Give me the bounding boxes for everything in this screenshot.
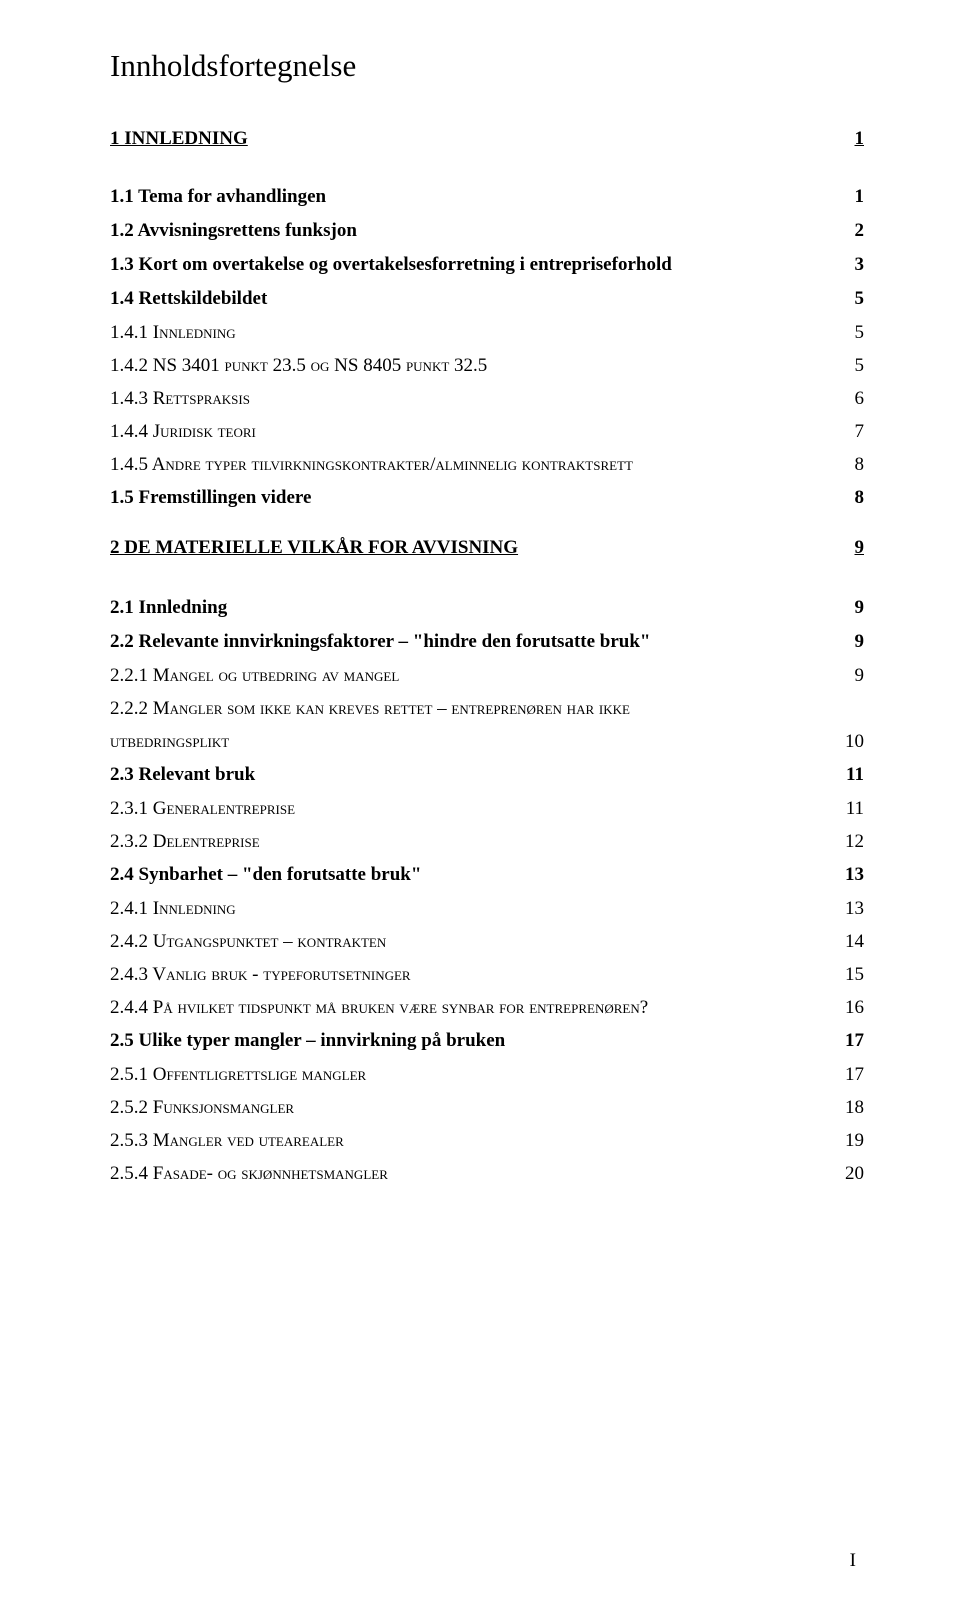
toc-entry-label: 1.1 Tema for avhandlingen (110, 186, 855, 208)
toc-entry-page: 9 (855, 665, 865, 687)
toc-entry-page: 16 (845, 997, 864, 1019)
toc-container: 1 INNLEDNING11.1 Tema for avhandlingen11… (110, 128, 864, 1185)
toc-row: 2.2.1 Mangel og utbedring av mangel9 (110, 665, 864, 687)
toc-entry-page: 18 (845, 1097, 864, 1119)
toc-entry-label: 1.5 Fremstillingen videre (110, 487, 855, 509)
toc-row: 2.2.2 Mangler som ikke kan kreves rettet… (110, 698, 864, 720)
toc-entry-page: 15 (845, 964, 864, 986)
toc-entry-label: 1.4.5 Andre typer tilvirkningskontrakter… (110, 454, 855, 476)
toc-entry-page: 8 (855, 487, 865, 509)
toc-entry-label: 2.4 Synbarhet – "den forutsatte bruk" (110, 864, 845, 886)
toc-row: 1.3 Kort om overtakelse og overtakelsesf… (110, 254, 864, 276)
toc-entry-label: 2.5.2 Funksjonsmangler (110, 1097, 845, 1119)
toc-entry-page: 5 (855, 355, 865, 377)
toc-row: 1.1 Tema for avhandlingen1 (110, 186, 864, 208)
toc-entry-page: 6 (855, 388, 865, 410)
toc-entry-label: 2.4.1 Innledning (110, 898, 845, 920)
toc-entry-page: 1 (855, 128, 865, 150)
toc-entry-label: 2.4.3 Vanlig bruk - typeforutsetninger (110, 964, 845, 986)
toc-entry-label: 2.1 Innledning (110, 597, 855, 619)
toc-entry-page: 11 (846, 764, 864, 786)
toc-row: utbedringsplikt10 (110, 731, 864, 753)
toc-entry-label: 2 DE MATERIELLE VILKÅR FOR AVVISNING (110, 537, 855, 559)
toc-row: 2.5 Ulike typer mangler – innvirkning på… (110, 1030, 864, 1052)
toc-entry-label: 1.4.2 NS 3401 punkt 23.5 og NS 8405 punk… (110, 355, 855, 377)
toc-row: 1.4.3 Rettspraksis6 (110, 388, 864, 410)
toc-entry-label: 1.4 Rettskildebildet (110, 288, 855, 310)
toc-entry-label: 1.4.1 Innledning (110, 322, 855, 344)
toc-row: 1.5 Fremstillingen videre8 (110, 487, 864, 509)
toc-entry-label: 1.4.3 Rettspraksis (110, 388, 855, 410)
toc-entry-label: 1 INNLEDNING (110, 128, 855, 150)
toc-entry-label: 2.3.1 Generalentreprise (110, 798, 846, 820)
toc-entry-label: 2.5 Ulike typer mangler – innvirkning på… (110, 1030, 845, 1052)
toc-entry-label: 2.2 Relevante innvirkningsfaktorer – "hi… (110, 631, 855, 653)
page-title: Innholdsfortegnelse (110, 48, 864, 84)
toc-entry-label: 1.4.4 Juridisk teori (110, 421, 855, 443)
toc-entry-label: 2.3 Relevant bruk (110, 764, 846, 786)
toc-entry-page: 9 (855, 597, 865, 619)
toc-entry-label: 2.4.4 På hvilket tidspunkt må bruken vær… (110, 997, 845, 1019)
toc-entry-page: 5 (855, 322, 865, 344)
toc-row: 1.4.1 Innledning5 (110, 322, 864, 344)
toc-entry-page: 8 (855, 454, 865, 476)
toc-entry-page: 19 (845, 1130, 864, 1152)
toc-row: 2.1 Innledning9 (110, 597, 864, 619)
toc-entry-label: 1.3 Kort om overtakelse og overtakelsesf… (110, 254, 855, 276)
toc-entry-page: 9 (855, 631, 865, 653)
toc-entry-label: 2.5.3 Mangler ved utearealer (110, 1130, 845, 1152)
toc-row: 1.4.4 Juridisk teori7 (110, 421, 864, 443)
toc-entry-label: 1.2 Avvisningsrettens funksjon (110, 220, 855, 242)
toc-entry-label: 2.3.2 Delentreprise (110, 831, 845, 853)
toc-entry-label: 2.2.1 Mangel og utbedring av mangel (110, 665, 855, 687)
toc-entry-page: 3 (855, 254, 865, 276)
toc-entry-label: 2.5.4 Fasade- og skjønnhetsmangler (110, 1163, 845, 1185)
toc-entry-page: 11 (846, 798, 864, 820)
toc-entry-page: 17 (845, 1064, 864, 1086)
toc-entry-page: 17 (845, 1030, 864, 1052)
toc-row: 2.4.2 Utgangspunktet – kontrakten14 (110, 931, 864, 953)
toc-row: 2.3 Relevant bruk11 (110, 764, 864, 786)
toc-row: 2.4.4 På hvilket tidspunkt må bruken vær… (110, 997, 864, 1019)
toc-row: 2.5.4 Fasade- og skjønnhetsmangler20 (110, 1163, 864, 1185)
page-number-footer: I (850, 1550, 856, 1572)
toc-entry-page: 2 (855, 220, 865, 242)
toc-row: 2.5.1 Offentligrettslige mangler17 (110, 1064, 864, 1086)
toc-row: 2.2 Relevante innvirkningsfaktorer – "hi… (110, 631, 864, 653)
toc-row: 2.4.3 Vanlig bruk - typeforutsetninger15 (110, 964, 864, 986)
toc-row: 2 DE MATERIELLE VILKÅR FOR AVVISNING9 (110, 537, 864, 559)
toc-row: 2.5.3 Mangler ved utearealer19 (110, 1130, 864, 1152)
toc-entry-page: 13 (845, 864, 864, 886)
toc-entry-page: 10 (845, 731, 864, 753)
toc-row: 1.4.2 NS 3401 punkt 23.5 og NS 8405 punk… (110, 355, 864, 377)
toc-entry-page: 9 (855, 537, 865, 559)
toc-entry-page: 5 (855, 288, 865, 310)
toc-entry-label: utbedringsplikt (110, 731, 845, 753)
toc-row: 1 INNLEDNING1 (110, 128, 864, 150)
toc-row: 2.3.2 Delentreprise12 (110, 831, 864, 853)
toc-row: 2.5.2 Funksjonsmangler18 (110, 1097, 864, 1119)
toc-entry-page: 20 (845, 1163, 864, 1185)
toc-entry-page: 13 (845, 898, 864, 920)
toc-entry-page: 7 (855, 421, 865, 443)
toc-entry-label: 2.2.2 Mangler som ikke kan kreves rettet… (110, 698, 864, 720)
toc-entry-label: 2.4.2 Utgangspunktet – kontrakten (110, 931, 845, 953)
toc-entry-page: 12 (845, 831, 864, 853)
toc-row: 1.2 Avvisningsrettens funksjon2 (110, 220, 864, 242)
toc-row: 2.4 Synbarhet – "den forutsatte bruk"13 (110, 864, 864, 886)
toc-entry-label: 2.5.1 Offentligrettslige mangler (110, 1064, 845, 1086)
toc-row: 1.4 Rettskildebildet5 (110, 288, 864, 310)
toc-row: 1.4.5 Andre typer tilvirkningskontrakter… (110, 454, 864, 476)
toc-entry-page: 14 (845, 931, 864, 953)
toc-row: 2.3.1 Generalentreprise11 (110, 798, 864, 820)
toc-row: 2.4.1 Innledning13 (110, 898, 864, 920)
toc-entry-page: 1 (855, 186, 865, 208)
